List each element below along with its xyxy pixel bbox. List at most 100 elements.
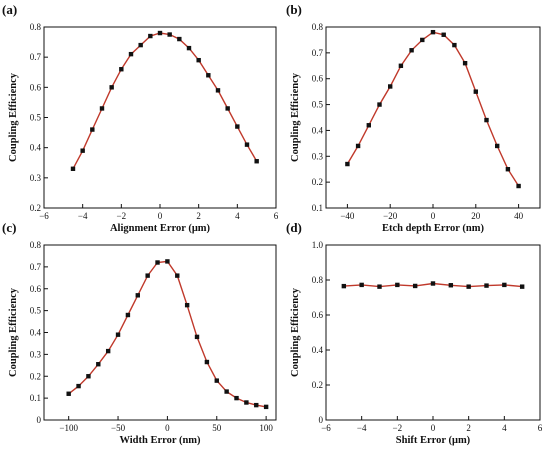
data-point [377, 284, 382, 289]
y-tick-label: 0 [37, 415, 42, 425]
data-point [167, 32, 172, 37]
panel-a: −6 −4 −2 0 2 4 6 0.2 0.3 0.4 0.5 0.6 0.7 0.8 Alignment… [2, 2, 279, 234]
data-point [398, 63, 404, 68]
y-tick-label: 0 [319, 415, 324, 425]
x-tick-label: 4 [235, 211, 240, 221]
data-point [495, 143, 500, 149]
x-tick-label: 50 [212, 423, 222, 433]
data-point [412, 283, 418, 289]
data-point [138, 42, 143, 48]
data-point [355, 143, 361, 149]
data-point [145, 273, 150, 278]
x-axis-label: Etch depth Error (nm) [382, 223, 484, 234]
y-tick-label: 0.2 [30, 371, 41, 381]
data-point [505, 167, 511, 172]
x-tick-label: −6 [321, 423, 331, 433]
y-tick-label: 0.3 [30, 173, 42, 183]
y-tick-label: 0.7 [312, 48, 324, 58]
x-tick-label: 6 [538, 423, 543, 433]
y-tick-label: 0.8 [312, 275, 324, 285]
data-point [516, 183, 521, 189]
data-point [175, 273, 180, 278]
y-tick-label: 0.1 [312, 203, 323, 213]
data-point [125, 312, 131, 318]
data-point [148, 33, 153, 39]
y-tick-label: 0.6 [30, 82, 42, 92]
x-tick-label: −40 [340, 211, 355, 221]
data-point [76, 383, 81, 389]
data-point [430, 29, 436, 35]
x-tick-label: 2 [196, 211, 201, 221]
data-point [155, 260, 160, 265]
y-tick-label: 0.5 [30, 113, 42, 123]
panel-d: −6 −4 −2 0 2 4 6 0 0.2 0.4 0.6 0.8 1.0 Shift Error (μ… [286, 220, 543, 446]
data-point [235, 124, 240, 129]
data-point [366, 123, 371, 128]
data-point [128, 51, 134, 57]
x-tick-label: −100 [59, 423, 78, 433]
x-tick-label: 0 [165, 423, 170, 433]
data-point [115, 332, 121, 337]
data-point [206, 73, 211, 78]
panel-c: −100 −50 0 50 100 0 0.1 0.2 0.3 0.4 0.5 0.6 0.7 0.8 Wi… [2, 220, 277, 446]
data-point [341, 283, 347, 289]
data-point [66, 391, 71, 396]
y-tick-label: 0.3 [312, 151, 324, 161]
x-tick-label: 100 [259, 423, 273, 433]
data-point [196, 57, 201, 63]
data-point [254, 159, 259, 164]
y-tick-label: 0.8 [30, 240, 42, 250]
panel-label: (d) [286, 220, 302, 235]
x-tick-label: −20 [383, 211, 398, 221]
plot-frame [325, 26, 541, 209]
panel-label: (b) [286, 2, 302, 17]
data-point [70, 166, 76, 171]
data-point [157, 30, 163, 36]
x-tick-label: −6 [39, 211, 49, 221]
series-line [68, 260, 267, 408]
x-tick-label: 20 [471, 211, 481, 221]
data-point [86, 374, 91, 379]
y-tick-label: 1.0 [312, 240, 324, 250]
data-point [441, 32, 446, 37]
y-tick-label: 0.4 [312, 125, 324, 135]
x-tick-label: −2 [393, 423, 403, 433]
data-point [263, 404, 269, 410]
panel-b: −40 −20 0 20 40 0.1 0.2 0.3 0.4 0.5 0.6 0.7 0.8 Etch … [286, 2, 541, 234]
x-tick-label: 40 [514, 211, 524, 221]
x-tick-label: 0 [158, 211, 163, 221]
x-tick-label: 2 [466, 423, 471, 433]
data-point [345, 161, 350, 167]
y-tick-label: 0.2 [312, 380, 323, 390]
data-point [177, 36, 182, 42]
data-point [254, 402, 259, 408]
data-point [186, 45, 192, 51]
y-tick-label: 0.7 [30, 262, 42, 272]
data-point [484, 283, 489, 288]
y-axis-label: Coupling Efficiency [8, 72, 19, 162]
x-axis-label: Alignment Error (μm) [110, 223, 211, 234]
y-tick-label: 0.6 [312, 310, 324, 320]
y-tick-label: 0.2 [30, 203, 41, 213]
data-point [194, 334, 200, 340]
x-tick-label: −4 [78, 211, 88, 221]
data-point [184, 302, 190, 308]
y-tick-label: 0.4 [30, 143, 42, 153]
x-tick-label: −4 [357, 423, 367, 433]
data-point [420, 37, 425, 43]
data-point [430, 281, 436, 286]
data-point [484, 117, 489, 123]
plot-frame [325, 244, 541, 421]
data-point [466, 284, 471, 289]
series-line [346, 31, 520, 187]
y-tick-label: 0.3 [30, 349, 42, 359]
data-point [90, 127, 95, 132]
panel-label: (c) [2, 220, 16, 235]
x-tick-label: −50 [111, 423, 126, 433]
x-tick-label: −2 [117, 211, 127, 221]
y-axis-label: Coupling Efficiency [290, 72, 301, 162]
y-axis-label: Coupling Efficiency [8, 287, 19, 377]
data-point [99, 106, 105, 111]
data-point [204, 359, 210, 365]
